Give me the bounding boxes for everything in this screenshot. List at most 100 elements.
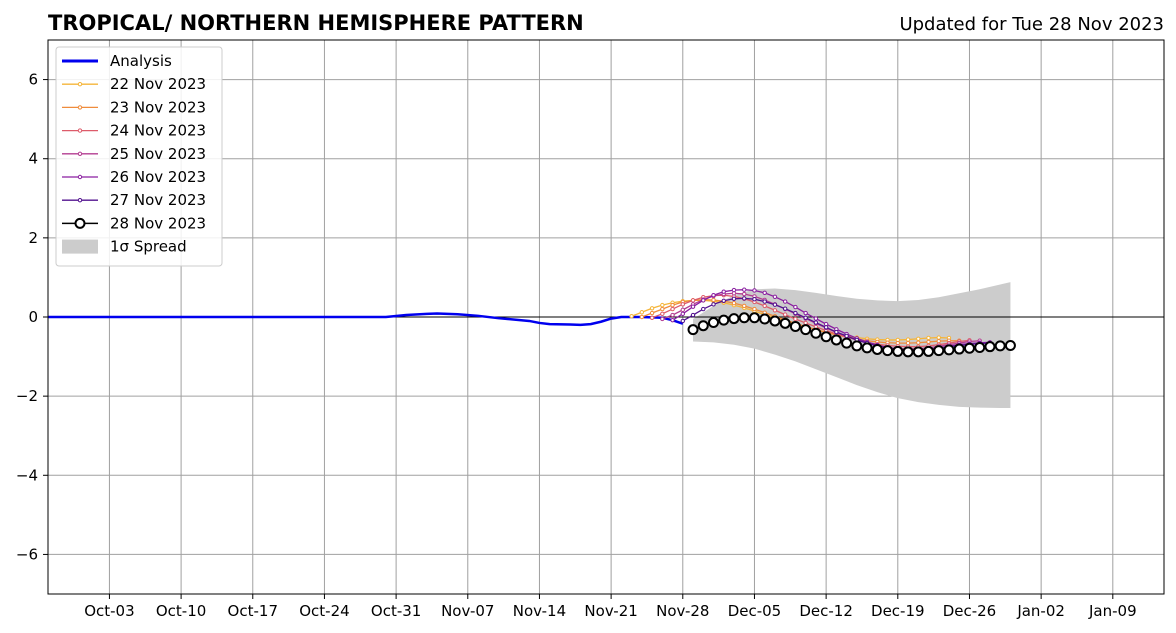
data-point bbox=[803, 315, 808, 320]
data-point bbox=[841, 337, 853, 349]
x-tick-label: Oct-17 bbox=[228, 602, 278, 620]
data-point bbox=[748, 312, 760, 324]
data-point bbox=[728, 313, 740, 325]
data-point bbox=[844, 333, 849, 339]
data-point bbox=[690, 312, 696, 318]
data-point bbox=[994, 340, 1006, 352]
data-point bbox=[984, 341, 996, 353]
x-tick-label: Oct-31 bbox=[371, 602, 421, 620]
y-tick-label: −4 bbox=[16, 466, 38, 484]
x-tick-label: Jan-09 bbox=[1088, 602, 1137, 620]
data-point bbox=[779, 317, 791, 329]
data-point bbox=[892, 345, 904, 357]
data-point bbox=[752, 306, 757, 312]
series-layer bbox=[48, 287, 1016, 358]
y-axis-ticks: 6 4 2 0 −2 −4 −6 bbox=[16, 71, 48, 563]
data-point bbox=[1004, 339, 1016, 351]
data-point bbox=[813, 320, 819, 325]
data-point bbox=[772, 294, 778, 300]
x-tick-label: Nov-07 bbox=[441, 602, 494, 620]
data-point bbox=[871, 343, 883, 355]
legend-marker bbox=[77, 82, 83, 87]
data-point bbox=[670, 306, 675, 312]
data-point bbox=[660, 306, 665, 312]
data-point bbox=[639, 310, 645, 315]
data-point bbox=[690, 298, 696, 303]
data-point bbox=[629, 314, 634, 319]
data-point bbox=[916, 336, 921, 341]
data-point bbox=[660, 311, 665, 317]
legend-item: 26 Nov 2023 bbox=[62, 168, 206, 186]
data-point bbox=[953, 343, 965, 355]
data-point bbox=[943, 344, 955, 356]
data-point bbox=[793, 304, 798, 310]
data-point bbox=[742, 287, 747, 292]
data-point bbox=[830, 334, 842, 346]
data-point bbox=[759, 313, 771, 325]
y-tick-label: −2 bbox=[16, 387, 38, 405]
data-point bbox=[793, 310, 798, 316]
data-point bbox=[680, 302, 685, 307]
series-analysis bbox=[48, 312, 684, 327]
legend-marker bbox=[74, 217, 86, 229]
legend-label: 22 Nov 2023 bbox=[110, 75, 206, 93]
data-point bbox=[936, 338, 941, 344]
data-point bbox=[738, 312, 750, 324]
data-point bbox=[742, 303, 747, 309]
data-point bbox=[670, 312, 675, 318]
data-point bbox=[861, 342, 873, 354]
data-point bbox=[711, 293, 716, 298]
data-point bbox=[810, 327, 822, 339]
data-point bbox=[782, 299, 788, 304]
data-point bbox=[916, 340, 921, 345]
data-point bbox=[731, 296, 737, 301]
data-point bbox=[680, 318, 685, 324]
x-tick-label: Dec-26 bbox=[943, 602, 997, 620]
data-point bbox=[823, 325, 829, 330]
legend-label: 26 Nov 2023 bbox=[110, 168, 206, 186]
data-point bbox=[670, 317, 675, 323]
data-point bbox=[711, 297, 716, 303]
data-point bbox=[762, 299, 767, 304]
data-point bbox=[762, 303, 767, 309]
data-point bbox=[933, 345, 945, 357]
legend-item: 22 Nov 2023 bbox=[62, 75, 206, 93]
data-point bbox=[670, 302, 675, 308]
legend-item: 25 Nov 2023 bbox=[62, 145, 206, 163]
data-point bbox=[974, 341, 986, 353]
y-tick-label: −6 bbox=[16, 545, 38, 563]
x-tick-label: Dec-12 bbox=[799, 602, 853, 620]
data-point bbox=[800, 324, 812, 336]
data-point bbox=[813, 316, 819, 321]
legend-marker bbox=[77, 128, 83, 133]
data-point bbox=[697, 320, 709, 332]
data-point bbox=[902, 346, 914, 358]
x-tick-label: Jan-02 bbox=[1016, 602, 1065, 620]
legend-item: 23 Nov 2023 bbox=[62, 98, 206, 116]
data-point bbox=[690, 304, 696, 309]
legend-label: 1σ Spread bbox=[110, 238, 187, 256]
data-point bbox=[789, 320, 801, 332]
data-point bbox=[882, 345, 894, 357]
legend-label: 24 Nov 2023 bbox=[110, 122, 206, 140]
legend-swatch bbox=[62, 239, 98, 254]
data-point bbox=[752, 296, 757, 302]
data-point bbox=[718, 314, 730, 326]
chart-title: TROPICAL/ NORTHERN HEMISPHERE PATTERN bbox=[48, 11, 584, 35]
legend-label: 25 Nov 2023 bbox=[110, 145, 206, 163]
legend-marker bbox=[77, 151, 83, 157]
data-point bbox=[752, 288, 757, 293]
data-point bbox=[905, 337, 911, 342]
data-point bbox=[701, 298, 706, 303]
y-tick-label: 2 bbox=[28, 229, 38, 247]
legend-marker bbox=[77, 198, 83, 203]
data-point bbox=[721, 289, 726, 294]
y-tick-label: 4 bbox=[28, 150, 38, 168]
x-tick-label: Oct-10 bbox=[156, 602, 206, 620]
data-point bbox=[803, 320, 808, 326]
data-point bbox=[701, 306, 706, 312]
data-point bbox=[782, 306, 788, 311]
data-point bbox=[711, 302, 716, 307]
y-tick-label: 0 bbox=[28, 308, 38, 326]
